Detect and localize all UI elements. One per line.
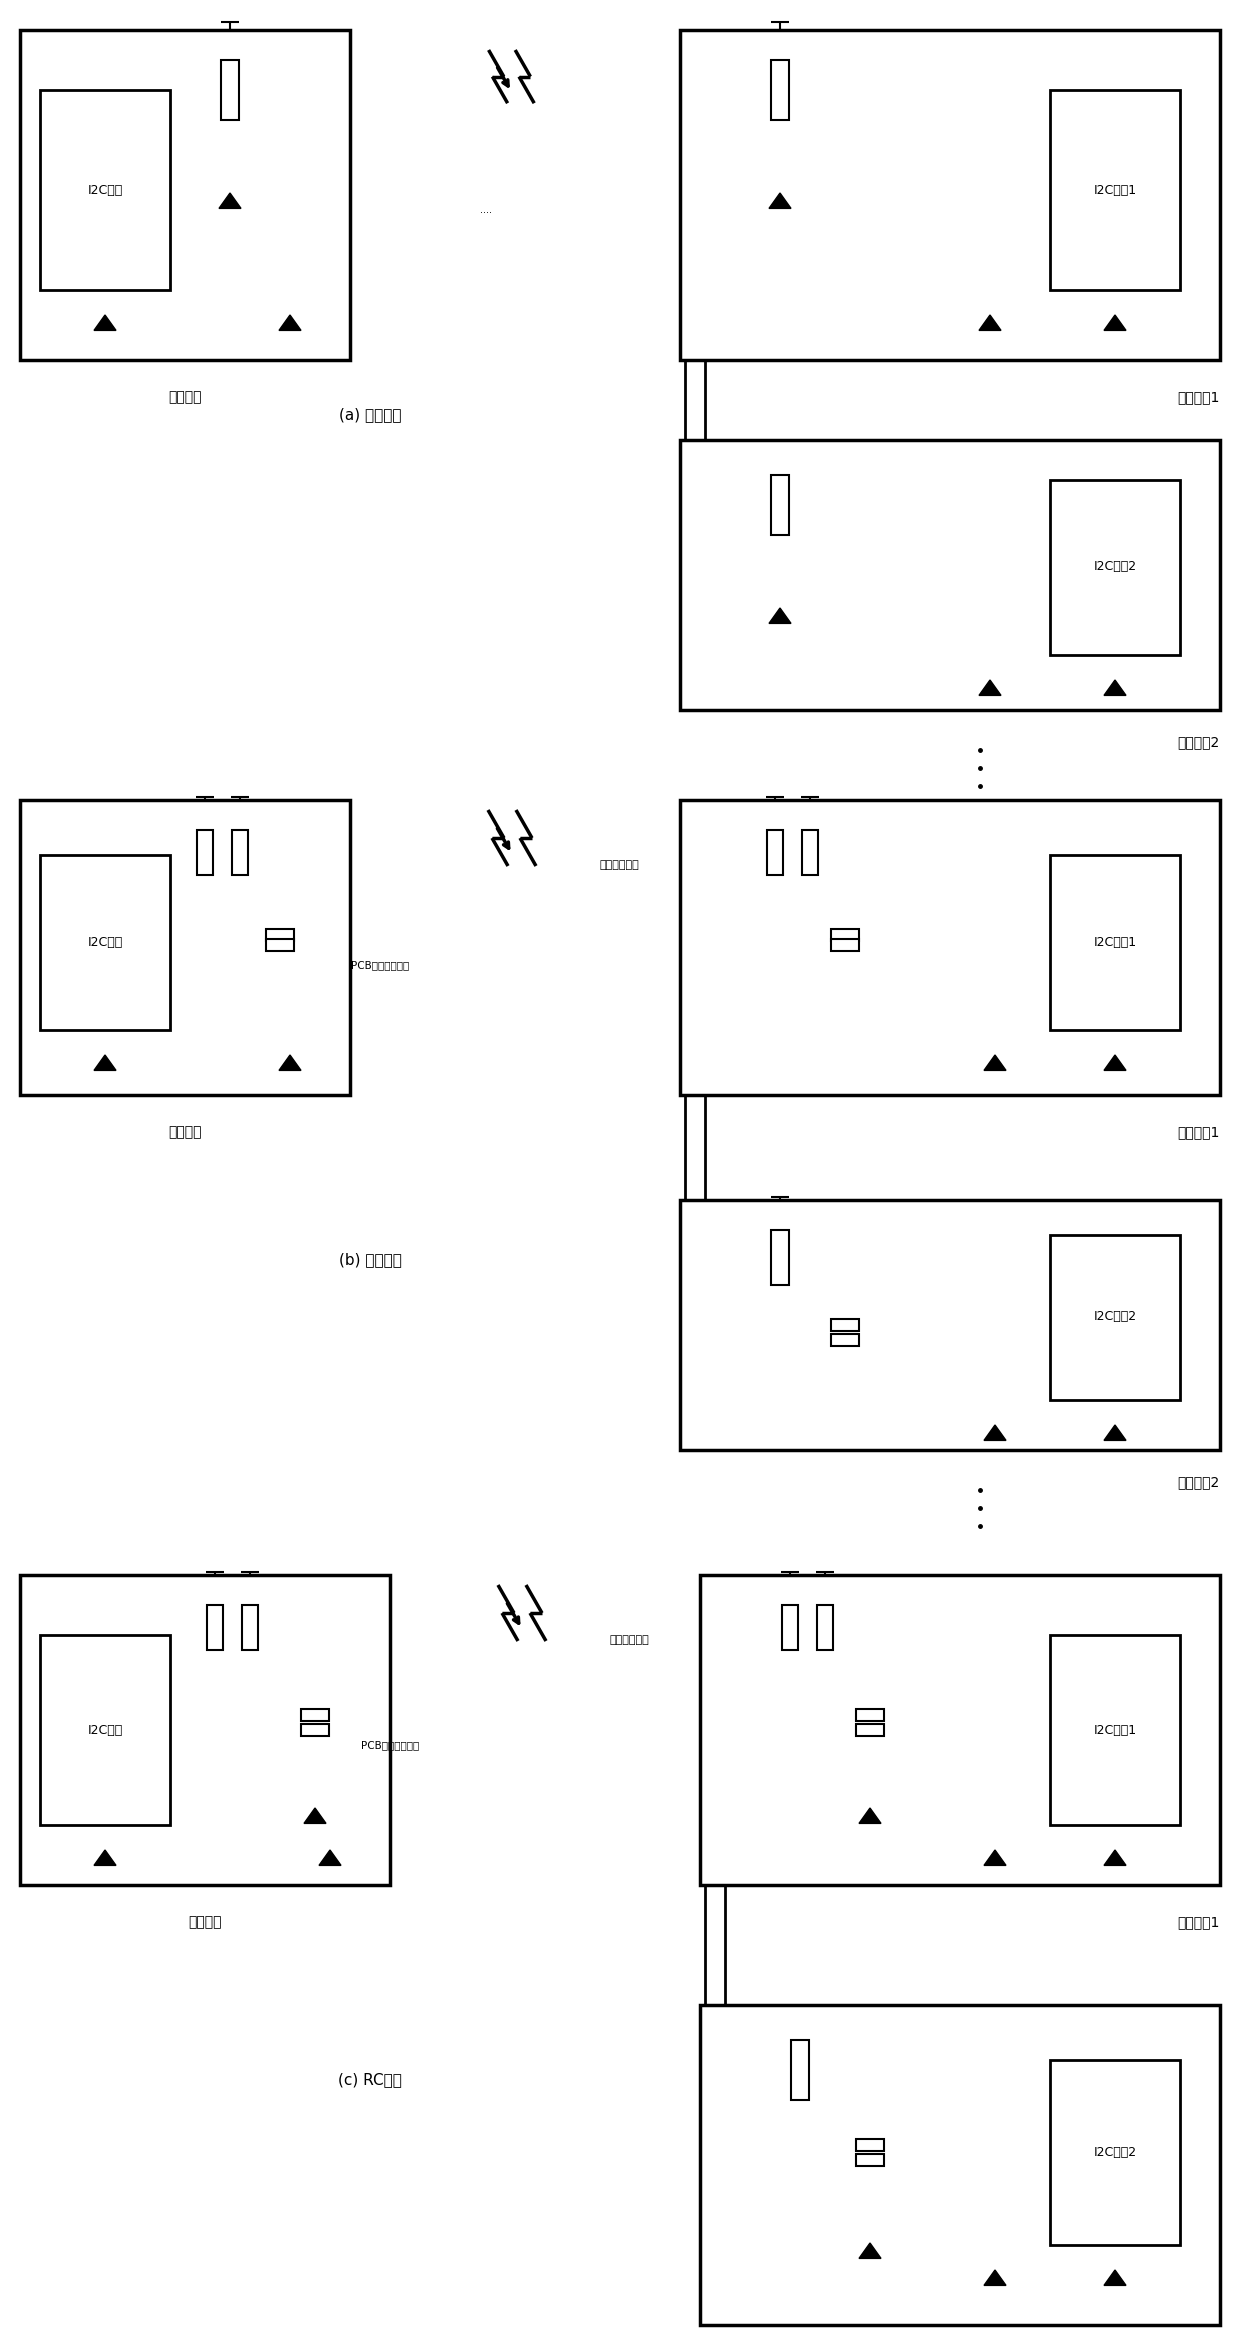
Polygon shape [1104,1850,1126,1867]
Bar [680,800,1220,1095]
Bar [701,1574,1220,1885]
Bar [856,2154,884,2166]
Polygon shape [94,316,117,330]
Polygon shape [319,1850,341,1867]
Bar [1050,89,1180,290]
Polygon shape [980,316,1001,330]
Polygon shape [94,1055,117,1071]
Bar [782,1605,799,1649]
Text: ....: .... [480,206,492,215]
Polygon shape [769,608,791,625]
Polygon shape [1104,681,1126,695]
Text: 主机设备: 主机设备 [169,391,202,405]
Bar [20,800,350,1095]
Bar [40,856,170,1029]
Bar [267,938,294,952]
Bar [817,1605,833,1649]
Polygon shape [1104,316,1126,330]
Bar [831,1333,859,1345]
Polygon shape [94,1850,117,1867]
Polygon shape [304,1808,326,1824]
Polygon shape [1104,1055,1126,1071]
Bar [267,929,294,940]
Text: 外界干扰信号: 外界干扰信号 [600,861,640,870]
Bar [791,2040,808,2100]
Polygon shape [985,1850,1006,1867]
Polygon shape [1104,2271,1126,2285]
Bar [301,1724,329,1736]
Polygon shape [279,1055,301,1071]
Polygon shape [985,1424,1006,1441]
Text: (a) 电容滤波: (a) 电容滤波 [339,407,402,423]
Bar [856,1724,884,1736]
Bar [771,61,789,119]
Text: 从机设备1: 从机设备1 [1178,1125,1220,1139]
Polygon shape [769,194,791,208]
Bar [680,1200,1220,1450]
Bar [680,440,1220,711]
Text: I2C从机1: I2C从机1 [1094,936,1137,950]
Polygon shape [985,2271,1006,2285]
Bar [771,475,789,536]
Text: PCB走线或连接线: PCB走线或连接线 [361,1740,419,1750]
Polygon shape [985,1055,1006,1071]
Text: 主机设备: 主机设备 [169,1125,202,1139]
Bar [20,30,350,360]
Bar [856,2138,884,2152]
Text: 从机设备2: 从机设备2 [1178,734,1220,748]
Bar [207,1605,223,1649]
Text: 主机设备: 主机设备 [188,1916,222,1930]
Bar [221,61,239,119]
Text: I2C从机1: I2C从机1 [1094,1724,1137,1736]
Text: 从机设备1: 从机设备1 [1178,1916,1220,1930]
Bar [831,938,859,952]
Bar [232,830,248,875]
Polygon shape [859,2243,880,2259]
Text: I2C从机1: I2C从机1 [1094,182,1137,196]
Text: (b) 电阵滤波: (b) 电阵滤波 [339,1251,402,1268]
Bar [831,1319,859,1331]
Bar [242,1605,258,1649]
Bar [831,929,859,940]
Text: (c) RC滤波: (c) RC滤波 [339,2072,402,2086]
Bar [701,2005,1220,2325]
Polygon shape [279,316,301,330]
Text: I2C从机2: I2C从机2 [1094,1310,1137,1324]
Text: 从机设备1: 从机设备1 [1178,391,1220,405]
Bar [680,30,1220,360]
Bar [768,830,782,875]
Text: I2C从机2: I2C从机2 [1094,2145,1137,2159]
Text: I2C主机: I2C主机 [87,1724,123,1736]
Bar [1050,479,1180,655]
Bar [1050,2061,1180,2245]
Bar [40,89,170,290]
Polygon shape [219,194,241,208]
Text: 从机设备2: 从机设备2 [1178,1476,1220,1490]
Text: I2C从机2: I2C从机2 [1094,561,1137,573]
Polygon shape [1104,1424,1126,1441]
Bar [856,1710,884,1722]
Bar [1050,856,1180,1029]
Text: 外界干扰信号: 外界干扰信号 [610,1635,650,1644]
Bar [197,830,213,875]
Bar [1050,1235,1180,1401]
Bar [20,1574,391,1885]
Text: I2C主机: I2C主机 [87,182,123,196]
Bar [40,1635,170,1824]
Text: I2C主机: I2C主机 [87,936,123,950]
Bar [1050,1635,1180,1824]
Text: PCB走线或连接线: PCB走线或连接线 [351,959,409,971]
Bar [301,1710,329,1722]
Polygon shape [980,681,1001,695]
Bar [771,1230,789,1284]
Bar [802,830,818,875]
Polygon shape [859,1808,880,1824]
